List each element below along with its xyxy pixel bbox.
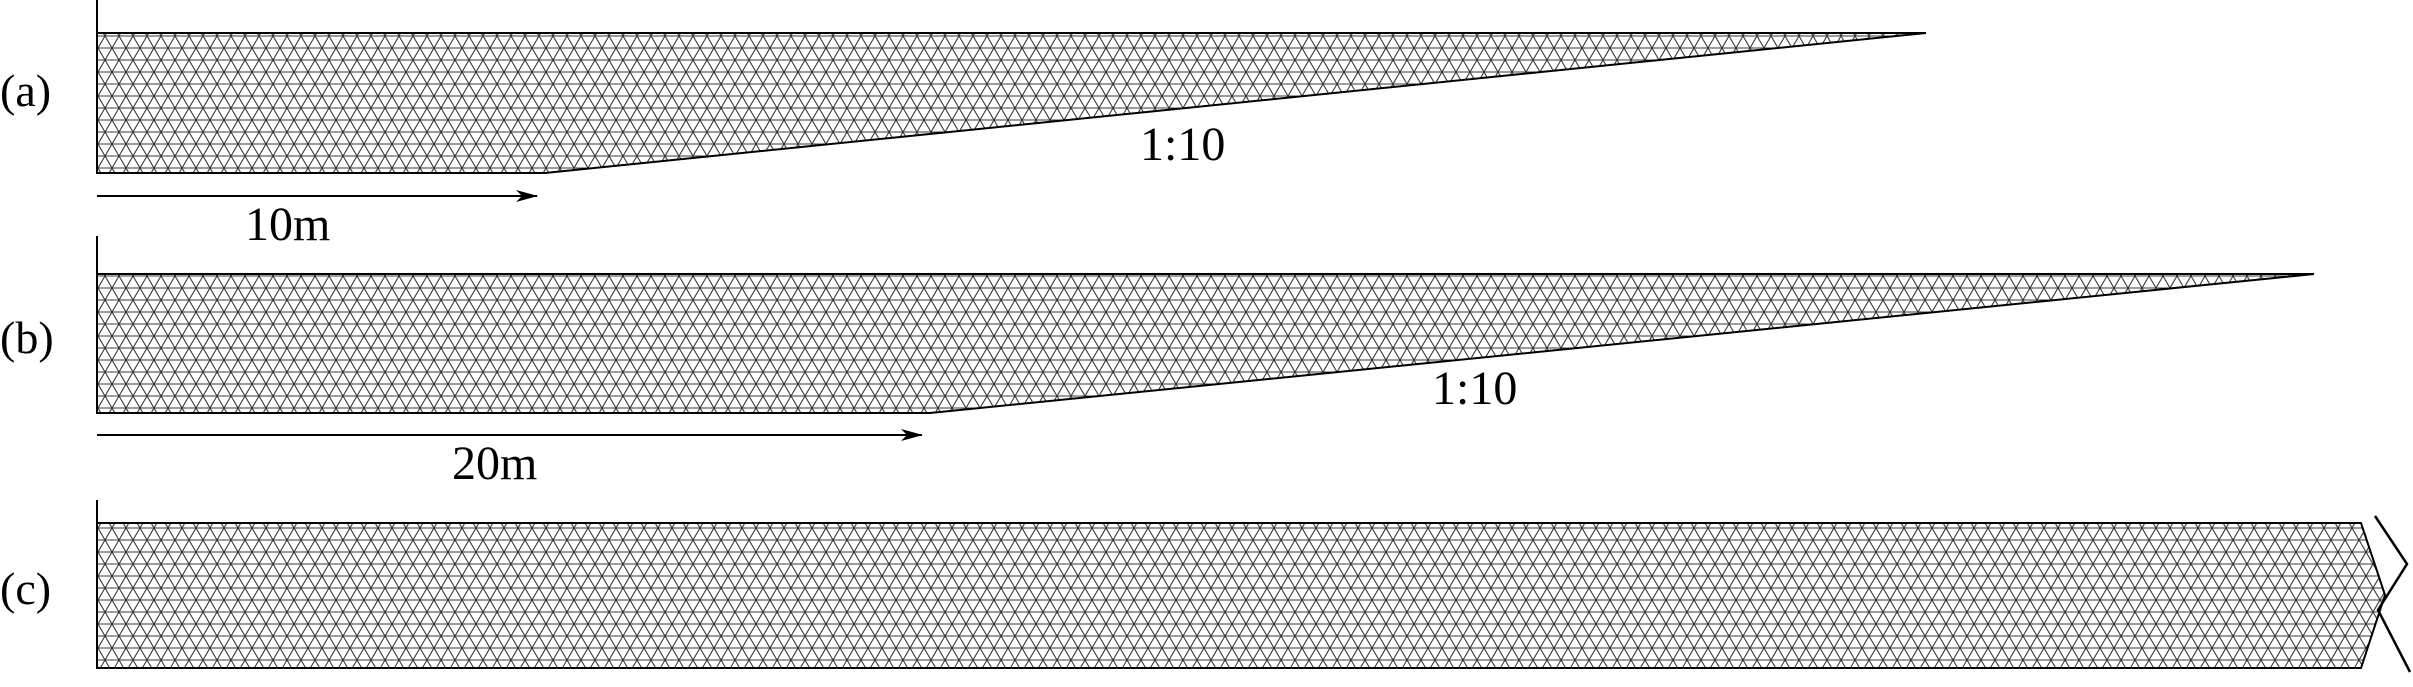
panel-b-slope-label: 1:10 bbox=[1432, 362, 1517, 415]
panel-b-mesh-domain bbox=[96, 273, 2315, 414]
panel-a-mesh-domain bbox=[96, 32, 1927, 174]
panel-c-break-mark bbox=[2373, 515, 2412, 673]
panel-a-slope-label: 1:10 bbox=[1140, 118, 1225, 171]
panel-b: (b) 20m 1:10 bbox=[0, 236, 2315, 490]
panel-a-label: (a) bbox=[0, 65, 51, 116]
panel-b-label: (b) bbox=[0, 312, 54, 363]
panel-c: (c) bbox=[0, 500, 2412, 673]
panel-a: (a) 10m 1:10 bbox=[0, 0, 1927, 251]
panel-c-label: (c) bbox=[0, 563, 51, 614]
panel-a-length-label: 10m bbox=[245, 198, 330, 251]
panel-c-mesh-domain bbox=[96, 522, 2387, 669]
panel-b-length-label: 20m bbox=[452, 437, 537, 490]
